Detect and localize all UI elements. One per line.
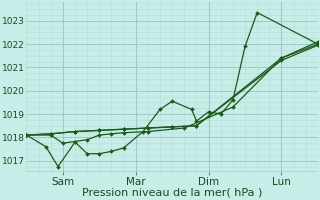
X-axis label: Pression niveau de la mer( hPa ): Pression niveau de la mer( hPa ) bbox=[82, 188, 262, 198]
